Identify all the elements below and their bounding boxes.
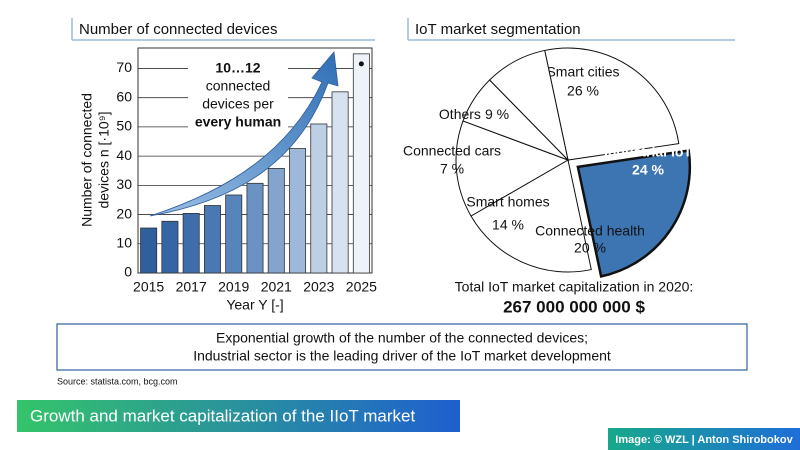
pie-slice	[488, 49, 569, 162]
summary-box	[56, 323, 748, 371]
y-tick-label: 70	[116, 59, 132, 75]
y-axis-label: devices n [·10⁹]	[96, 111, 112, 208]
x-tick-label: 2023	[303, 279, 334, 295]
chart-title: IoT market segmentation	[415, 21, 581, 38]
x-axis-label: Year Y [-]	[226, 297, 283, 313]
bar	[203, 205, 221, 274]
bar	[331, 91, 349, 274]
pie-slice	[544, 47, 680, 161]
pie-slice	[576, 149, 692, 278]
bar	[182, 212, 200, 274]
x-tick-label: 2017	[176, 279, 207, 295]
banner: Growth and market capitalization of the …	[30, 406, 415, 425]
y-tick-label: 10	[116, 234, 132, 250]
annotation-bg	[188, 60, 288, 130]
slice-name: Smart cities	[546, 64, 619, 80]
pie-slice	[455, 120, 570, 217]
y-tick-label: 30	[116, 176, 132, 192]
slice-value: 14 %	[492, 217, 524, 233]
slice-name: Connected cars	[403, 143, 501, 159]
summary-line: Exponential growth of the number of the …	[216, 330, 588, 346]
y-tick-label: 50	[116, 118, 132, 134]
chart-title: Number of connected devices	[79, 21, 277, 38]
summary-line: Industrial sector is the leading driver …	[193, 348, 611, 364]
pie-chart: Smart cities 26 % Industrial IoT 24 % Connec…	[403, 47, 692, 278]
y-tick-label: 40	[116, 147, 132, 163]
total-value: 267 000 000 000 $	[503, 297, 645, 316]
x-tick-label: 2019	[218, 279, 249, 295]
slice-label: Others 9 %	[439, 106, 509, 122]
annotation: 10…12	[215, 60, 260, 76]
x-tick-label: 2015	[133, 279, 164, 295]
credit: Image: © WZL | Anton Shirobokov	[615, 434, 793, 446]
slice-value: 7 %	[440, 161, 464, 177]
slice-value: 24 %	[632, 162, 664, 178]
slice-name: Industrial IoT	[604, 144, 692, 160]
source: Source: statista.com, bcg.com	[57, 376, 178, 386]
bar	[140, 227, 158, 274]
x-tick-label: 2025	[346, 279, 377, 295]
bar	[225, 194, 243, 274]
slice-name: Connected health	[535, 223, 645, 239]
slice-value: 20 %	[574, 240, 606, 256]
bar	[352, 53, 370, 274]
bar	[267, 167, 285, 274]
bar	[246, 182, 264, 274]
slice-value: 9 %	[485, 106, 509, 122]
total-caption: Total IoT market capitalization in 2020:	[455, 279, 694, 295]
slice-value: 26 %	[567, 83, 599, 99]
y-tick-label: 20	[116, 205, 132, 221]
bar	[310, 123, 328, 274]
y-tick-label: 0	[124, 264, 132, 280]
y-tick-label: 60	[116, 88, 132, 104]
annotation: every human	[195, 114, 281, 130]
annotation: devices per	[202, 96, 274, 112]
y-axis-label: Number of connected	[79, 93, 95, 227]
credit-bg	[608, 428, 800, 450]
trend-arrow	[149, 51, 339, 217]
pie-slice	[470, 159, 592, 273]
marker-dot	[358, 61, 364, 67]
bar	[161, 220, 179, 274]
annotation: connected	[206, 78, 271, 94]
bar	[289, 148, 307, 274]
banner-bg	[17, 400, 460, 432]
slice-name: Others	[439, 106, 481, 122]
slice-name: Smart homes	[466, 194, 549, 210]
x-tick-label: 2021	[261, 279, 292, 295]
